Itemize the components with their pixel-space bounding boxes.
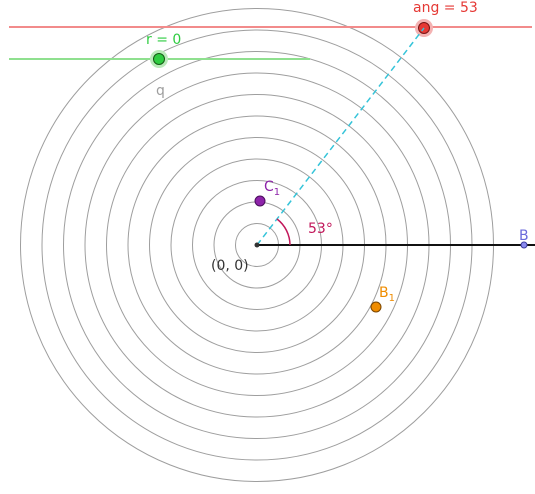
angle-arc <box>276 218 291 246</box>
point-b-label: B <box>519 228 529 244</box>
angle-ray-dashed <box>256 27 425 246</box>
point-c1-label: C1 <box>264 179 280 198</box>
angle-slider[interactable]: ang = 53 <box>9 0 532 37</box>
point-b1-label: B1 <box>379 285 395 304</box>
angle-slider-label: ang = 53 <box>413 0 478 16</box>
point-c1-label-sub: 1 <box>274 187 280 198</box>
green-slider-knob-icon[interactable] <box>153 53 165 65</box>
radius-slider[interactable]: r = 0 <box>9 32 310 68</box>
point-b[interactable] <box>520 241 528 249</box>
point-b1-label-base: B <box>379 285 389 301</box>
angle-text: 53° <box>308 221 333 237</box>
point-b1-label-sub: 1 <box>389 293 395 304</box>
circle-q-label: q <box>156 83 165 99</box>
point-c1-label-base: C <box>264 179 274 195</box>
radius-slider-label: r = 0 <box>146 32 181 48</box>
origin-point[interactable] <box>254 242 260 248</box>
point-c1[interactable] <box>254 195 266 207</box>
point-b1[interactable] <box>370 301 382 313</box>
origin-label: (0, 0) <box>211 258 249 274</box>
